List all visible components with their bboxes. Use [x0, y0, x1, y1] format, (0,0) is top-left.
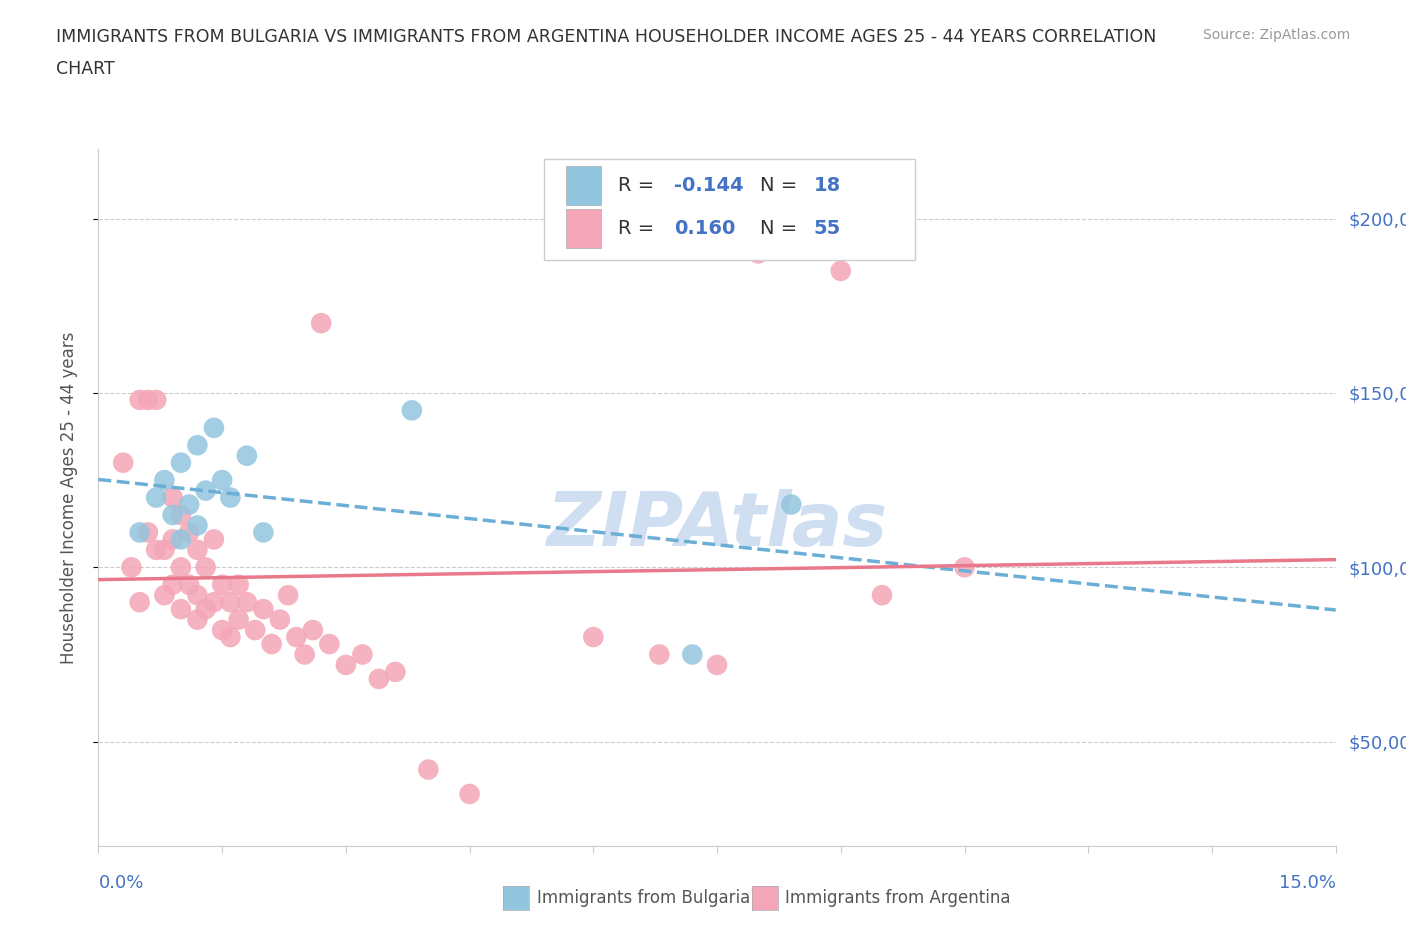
- Point: [211, 578, 233, 592]
- Point: [202, 420, 225, 435]
- Point: [162, 578, 184, 592]
- Point: [170, 508, 193, 523]
- FancyBboxPatch shape: [567, 209, 600, 248]
- Point: [186, 542, 208, 557]
- Point: [384, 665, 406, 680]
- Text: 18: 18: [814, 176, 841, 195]
- Point: [153, 542, 176, 557]
- Point: [120, 560, 142, 575]
- Text: 0.0%: 0.0%: [98, 874, 143, 892]
- Point: [294, 647, 316, 662]
- Point: [648, 647, 671, 662]
- Point: [236, 595, 259, 610]
- Text: N =: N =: [761, 219, 804, 238]
- Point: [162, 532, 184, 547]
- Point: [202, 532, 225, 547]
- Point: [202, 595, 225, 610]
- Point: [179, 525, 201, 540]
- Point: [830, 263, 852, 278]
- Point: [170, 560, 193, 575]
- Point: [128, 392, 150, 407]
- Point: [219, 490, 242, 505]
- Point: [145, 542, 167, 557]
- Text: CHART: CHART: [56, 60, 115, 78]
- Point: [309, 316, 332, 331]
- Point: [219, 595, 242, 610]
- Text: 0.160: 0.160: [673, 219, 735, 238]
- Text: ZIPAtlas: ZIPAtlas: [547, 489, 887, 562]
- Point: [170, 532, 193, 547]
- Point: [285, 630, 308, 644]
- Point: [582, 630, 605, 644]
- Point: [153, 472, 176, 487]
- Text: Immigrants from Argentina: Immigrants from Argentina: [785, 889, 1010, 908]
- Point: [194, 602, 217, 617]
- Point: [953, 560, 976, 575]
- Point: [128, 525, 150, 540]
- Y-axis label: Householder Income Ages 25 - 44 years: Householder Income Ages 25 - 44 years: [59, 331, 77, 664]
- Point: [252, 525, 274, 540]
- Point: [335, 658, 357, 672]
- Text: -0.144: -0.144: [673, 176, 744, 195]
- Point: [179, 498, 201, 512]
- FancyBboxPatch shape: [567, 166, 600, 205]
- Text: Source: ZipAtlas.com: Source: ZipAtlas.com: [1202, 28, 1350, 42]
- FancyBboxPatch shape: [544, 159, 915, 260]
- Text: R =: R =: [619, 176, 661, 195]
- Text: IMMIGRANTS FROM BULGARIA VS IMMIGRANTS FROM ARGENTINA HOUSEHOLDER INCOME AGES 25: IMMIGRANTS FROM BULGARIA VS IMMIGRANTS F…: [56, 28, 1157, 46]
- Point: [162, 508, 184, 523]
- Text: 55: 55: [814, 219, 841, 238]
- Point: [170, 456, 193, 471]
- Point: [302, 623, 325, 638]
- Point: [367, 671, 389, 686]
- Point: [194, 484, 217, 498]
- Point: [219, 630, 242, 644]
- Point: [186, 612, 208, 627]
- Point: [186, 518, 208, 533]
- Point: [211, 472, 233, 487]
- Point: [211, 623, 233, 638]
- Point: [277, 588, 299, 603]
- Point: [179, 578, 201, 592]
- Point: [681, 647, 703, 662]
- Point: [418, 763, 440, 777]
- Point: [145, 392, 167, 407]
- Point: [136, 525, 159, 540]
- Point: [170, 602, 193, 617]
- Text: R =: R =: [619, 219, 666, 238]
- Point: [236, 448, 259, 463]
- Point: [706, 658, 728, 672]
- Text: 15.0%: 15.0%: [1278, 874, 1336, 892]
- Point: [228, 578, 250, 592]
- Point: [243, 623, 266, 638]
- Point: [162, 490, 184, 505]
- Point: [194, 560, 217, 575]
- Point: [269, 612, 291, 627]
- Point: [186, 438, 208, 453]
- Text: N =: N =: [761, 176, 804, 195]
- Point: [153, 588, 176, 603]
- Point: [252, 602, 274, 617]
- Point: [870, 588, 893, 603]
- Point: [186, 588, 208, 603]
- Point: [458, 787, 481, 802]
- Point: [228, 612, 250, 627]
- Point: [112, 456, 135, 471]
- Point: [136, 392, 159, 407]
- Point: [318, 637, 340, 652]
- Point: [260, 637, 283, 652]
- Point: [401, 403, 423, 418]
- Point: [780, 498, 803, 512]
- Point: [352, 647, 374, 662]
- Point: [128, 595, 150, 610]
- Point: [747, 246, 769, 261]
- Text: Immigrants from Bulgaria: Immigrants from Bulgaria: [537, 889, 751, 908]
- Point: [145, 490, 167, 505]
